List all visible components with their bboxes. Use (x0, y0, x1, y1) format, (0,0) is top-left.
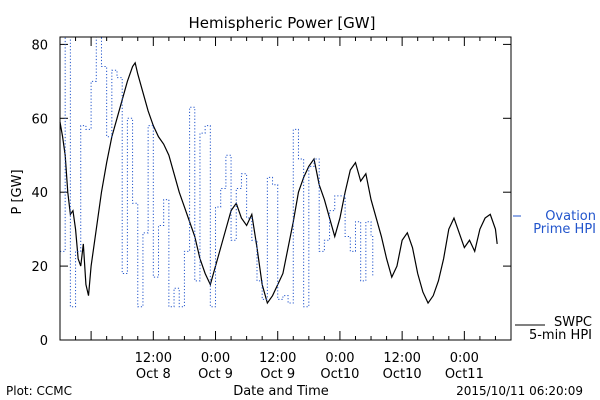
y-axis-label: P [GW] (10, 169, 25, 214)
x-tick-label: 12:00 (259, 351, 296, 366)
y-tick-label: 80 (31, 38, 48, 53)
y-tick-label: 20 (31, 260, 48, 275)
x-tick-label: 0:00 (325, 351, 354, 366)
legend-ovation-label-line2: Prime HPI (533, 222, 596, 237)
series-layer (59, 36, 498, 308)
x-axis-label: Date and Time (233, 384, 329, 399)
y-tick-label: 60 (31, 112, 48, 127)
legend-ovation-label-line1: Ovation (545, 209, 596, 224)
x-tick-label: 0:00 (201, 351, 230, 366)
legend-swpc-label-line1: SWPC (554, 315, 592, 330)
series-swpc-line (59, 61, 498, 305)
x-tick-date-label: Oct 8 (136, 367, 171, 382)
footer-timestamp: 2015/10/11 06:20:09 (456, 384, 583, 398)
x-tick-label: 12:00 (383, 351, 420, 366)
y-axis-ticks: 0 20 40 60 80 (31, 38, 511, 349)
footer-plot-credit: Plot: CCMC (6, 384, 72, 398)
series-ovation-prime-line (60, 36, 374, 308)
x-tick-date-label: Oct10 (383, 367, 422, 382)
x-tick-date-label: Oct11 (445, 367, 484, 382)
chart-title: Hemispheric Power [GW] (189, 14, 376, 32)
x-tick-label: 12:00 (135, 351, 172, 366)
x-tick-label: 0:00 (450, 351, 479, 366)
x-tick-date-label: Oct 9 (260, 367, 295, 382)
y-tick-label: 40 (31, 186, 48, 201)
plot-frame (59, 36, 512, 341)
y-tick-label: 0 (40, 334, 48, 349)
legend-swpc-label-line2: 5-min HPI (529, 328, 592, 343)
x-tick-date-label: Oct10 (320, 367, 359, 382)
x-tick-date-label: Oct 9 (198, 367, 233, 382)
